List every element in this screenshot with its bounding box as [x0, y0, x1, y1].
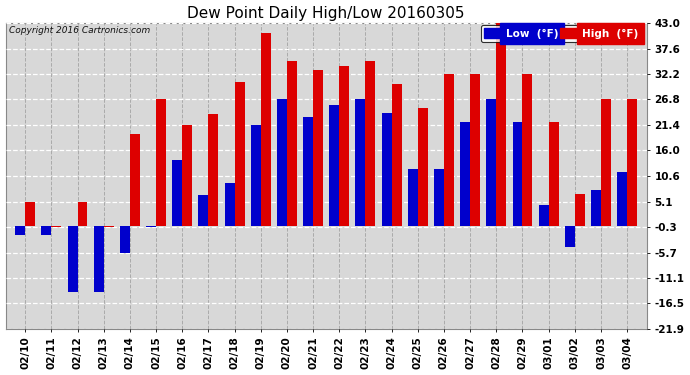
- Bar: [104, 226, 114, 227]
- Bar: [329, 105, 339, 226]
- Bar: [277, 99, 287, 226]
- Bar: [303, 117, 313, 226]
- Bar: [618, 171, 627, 226]
- Bar: [392, 84, 402, 226]
- Bar: [460, 122, 470, 226]
- Bar: [172, 160, 182, 226]
- Bar: [444, 74, 454, 226]
- Bar: [235, 82, 244, 226]
- Bar: [26, 202, 35, 226]
- Bar: [77, 202, 88, 226]
- Bar: [417, 108, 428, 226]
- Bar: [15, 226, 26, 235]
- Bar: [627, 99, 637, 226]
- Bar: [434, 169, 444, 226]
- Bar: [539, 204, 549, 226]
- Bar: [156, 99, 166, 226]
- Bar: [182, 125, 193, 226]
- Bar: [339, 66, 349, 226]
- Bar: [51, 226, 61, 227]
- Bar: [366, 61, 375, 226]
- Legend: Low  (°F), High  (°F): Low (°F), High (°F): [481, 25, 642, 42]
- Bar: [130, 134, 140, 226]
- Bar: [549, 122, 559, 226]
- Bar: [408, 169, 417, 226]
- Bar: [513, 122, 522, 226]
- Bar: [199, 195, 208, 226]
- Bar: [261, 33, 270, 226]
- Bar: [591, 190, 601, 226]
- Bar: [355, 99, 366, 226]
- Bar: [522, 74, 533, 226]
- Text: Copyright 2016 Cartronics.com: Copyright 2016 Cartronics.com: [9, 26, 150, 35]
- Bar: [94, 226, 104, 292]
- Bar: [68, 226, 77, 292]
- Bar: [41, 226, 51, 235]
- Bar: [486, 99, 496, 226]
- Bar: [225, 183, 235, 226]
- Bar: [496, 23, 506, 226]
- Bar: [208, 114, 218, 226]
- Bar: [250, 125, 261, 226]
- Bar: [565, 226, 575, 247]
- Bar: [287, 61, 297, 226]
- Bar: [313, 70, 323, 226]
- Bar: [382, 112, 392, 226]
- Title: Dew Point Daily High/Low 20160305: Dew Point Daily High/Low 20160305: [188, 6, 465, 21]
- Bar: [120, 226, 130, 253]
- Bar: [601, 99, 611, 226]
- Bar: [470, 74, 480, 226]
- Bar: [575, 194, 584, 226]
- Bar: [146, 226, 156, 227]
